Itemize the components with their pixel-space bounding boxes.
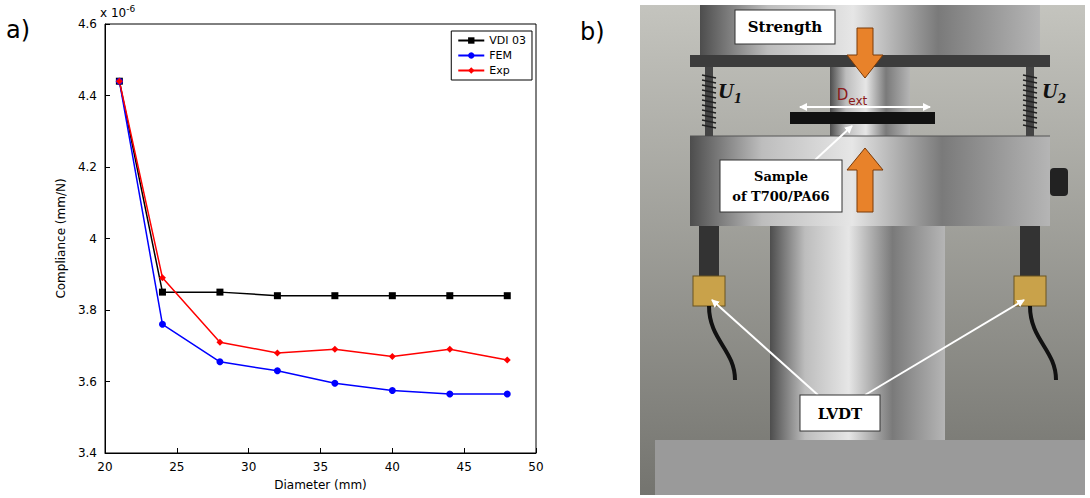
svg-text:40: 40 <box>385 460 400 474</box>
svg-text:Sample: Sample <box>754 169 808 184</box>
svg-text:4.2: 4.2 <box>78 160 97 174</box>
svg-text:U1: U1 <box>718 81 742 106</box>
svg-text:U2: U2 <box>1042 81 1066 106</box>
svg-text:30: 30 <box>241 460 256 474</box>
svg-text:3.8: 3.8 <box>78 303 97 317</box>
svg-text:Dext: Dext <box>837 86 868 108</box>
svg-text:4.4: 4.4 <box>78 89 97 103</box>
html-text:a): a) <box>6 16 31 44</box>
svg-text:50: 50 <box>528 460 543 474</box>
svg-text:35: 35 <box>313 460 328 474</box>
svg-text:FEM: FEM <box>489 49 512 62</box>
svg-text:20: 20 <box>97 460 112 474</box>
svg-text:of T700/PA66: of T700/PA66 <box>732 189 829 204</box>
svg-text:45: 45 <box>457 460 472 474</box>
svg-text:4: 4 <box>89 232 97 246</box>
svg-text:25: 25 <box>169 460 184 474</box>
svg-text:b): b) <box>580 18 605 46</box>
svg-text:3.4: 3.4 <box>78 446 97 460</box>
svg-text:4.6: 4.6 <box>78 17 97 31</box>
svg-text:Diameter (mm): Diameter (mm) <box>274 478 367 492</box>
svg-text:Exp: Exp <box>489 64 509 77</box>
svg-text:VDI 03: VDI 03 <box>489 34 526 47</box>
svg-text:Compliance (mm/N): Compliance (mm/N) <box>54 178 68 298</box>
svg-text:LVDT: LVDT <box>818 405 863 423</box>
html-text:x 10-6: x 10-6 <box>100 4 136 20</box>
svg-text:3.6: 3.6 <box>78 375 97 389</box>
svg-text:Strength: Strength <box>748 18 823 36</box>
